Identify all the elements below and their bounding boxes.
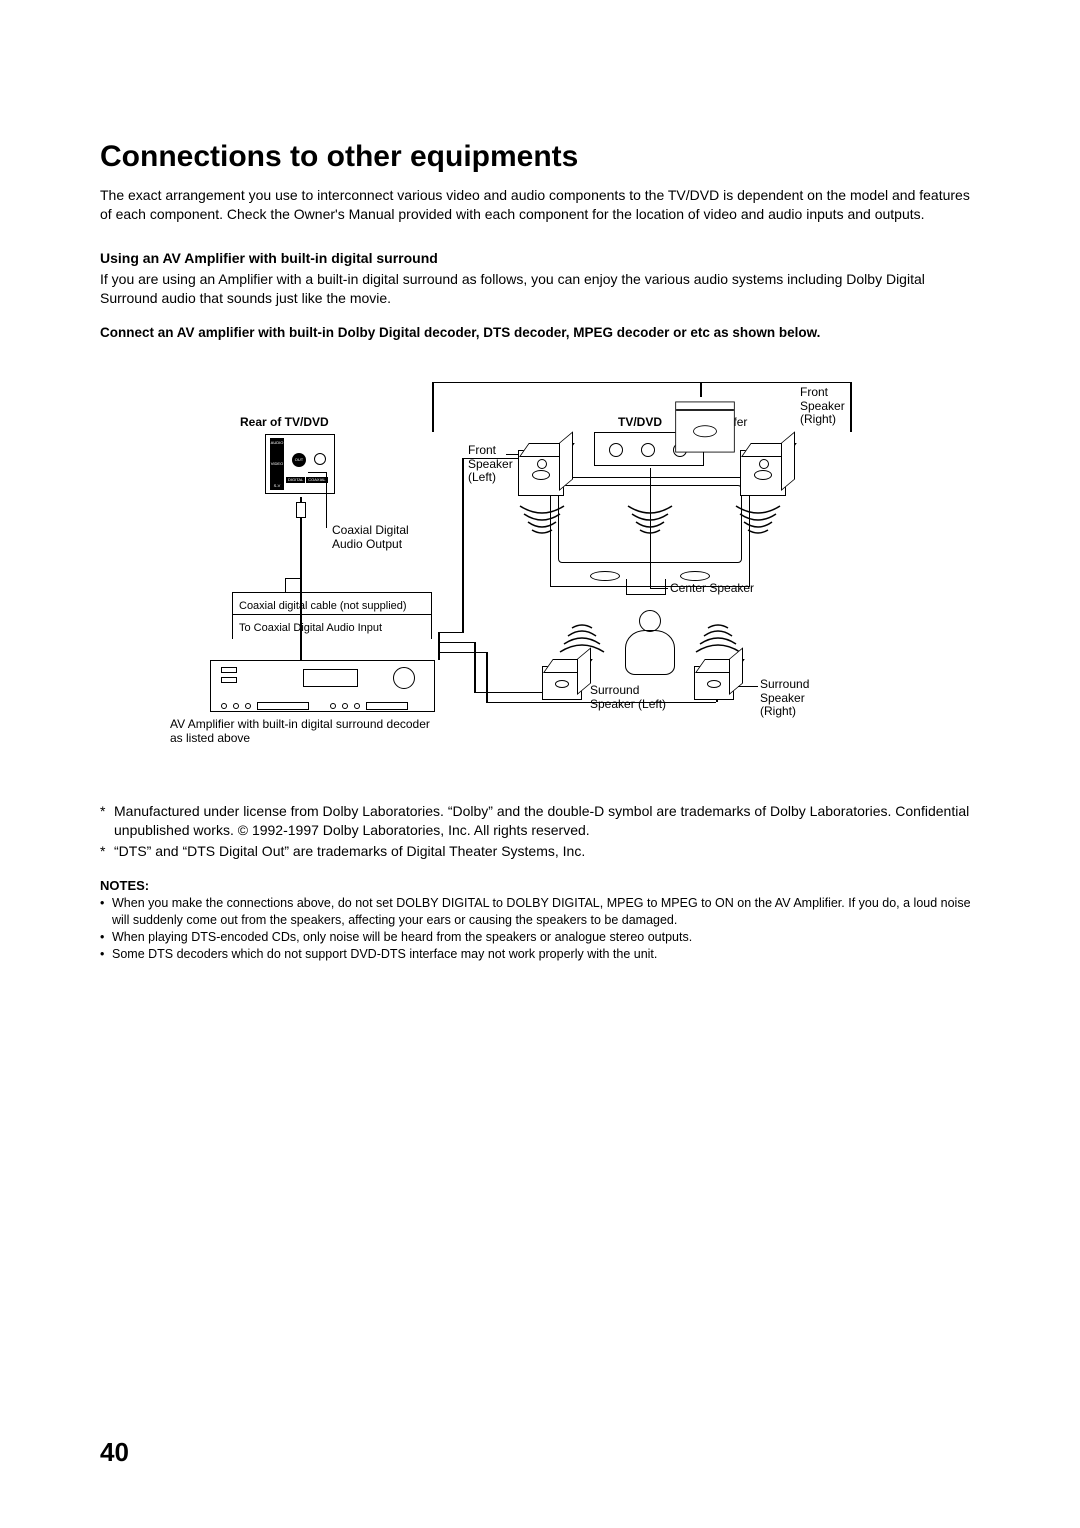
amp-label: AV Amplifier with built-in digital surro… — [170, 718, 440, 746]
connection-diagram: Rear of TV/DVD TV/DVD Subwoofer Front Sp… — [170, 382, 970, 762]
rear-panel-icon: AUDIOVIDEOS-V OUT DIGITALCOAXIAL — [265, 434, 335, 494]
surround-left-label: Surround Speaker (Left) — [590, 684, 666, 712]
rear-label: Rear of TV/DVD — [240, 416, 329, 430]
sound-waves-icon — [730, 500, 786, 540]
sound-waves-icon — [514, 500, 570, 540]
trademark-notes: *Manufactured under license from Dolby L… — [100, 802, 980, 861]
listener-icon — [615, 602, 685, 682]
coax-output-label: Coaxial Digital Audio Output — [332, 524, 409, 552]
intro-text: The exact arrangement you use to interco… — [100, 186, 980, 224]
tvdvd-label: TV/DVD — [618, 416, 662, 430]
coax-input-label: To Coaxial Digital Audio Input — [232, 614, 432, 639]
coax-plug-icon — [296, 502, 306, 518]
front-right-speaker-icon — [740, 450, 786, 496]
subwoofer-icon — [675, 401, 735, 452]
center-speaker-label: Center Speaker — [670, 582, 754, 596]
page-number: 40 — [100, 1437, 129, 1468]
page-title: Connections to other equipments — [100, 140, 980, 174]
notes-heading: NOTES: — [100, 878, 980, 893]
star-note-2: “DTS” and “DTS Digital Out” are trademar… — [114, 842, 980, 861]
sound-waves-icon — [554, 618, 610, 658]
note-1: When you make the connections above, do … — [112, 895, 980, 928]
surround-left-icon — [542, 666, 582, 700]
front-right-label: Front Speaker (Right) — [800, 386, 845, 427]
surround-right-icon — [694, 666, 734, 700]
subheading: Using an AV Amplifier with built-in digi… — [100, 250, 980, 266]
notes-list: •When you make the connections above, do… — [100, 895, 980, 962]
amplifier-icon — [210, 660, 435, 712]
body-text: If you are using an Amplifier with a bui… — [100, 270, 980, 308]
note-3: Some DTS decoders which do not support D… — [112, 946, 980, 962]
surround-right-label: Surround Speaker (Right) — [760, 678, 809, 719]
note-2: When playing DTS-encoded CDs, only noise… — [112, 929, 980, 945]
star-note-1: Manufactured under license from Dolby La… — [114, 802, 980, 840]
front-left-speaker-icon — [518, 450, 564, 496]
front-left-label: Front Speaker (Left) — [468, 444, 513, 485]
connect-instruction: Connect an AV amplifier with built-in Do… — [100, 324, 980, 342]
